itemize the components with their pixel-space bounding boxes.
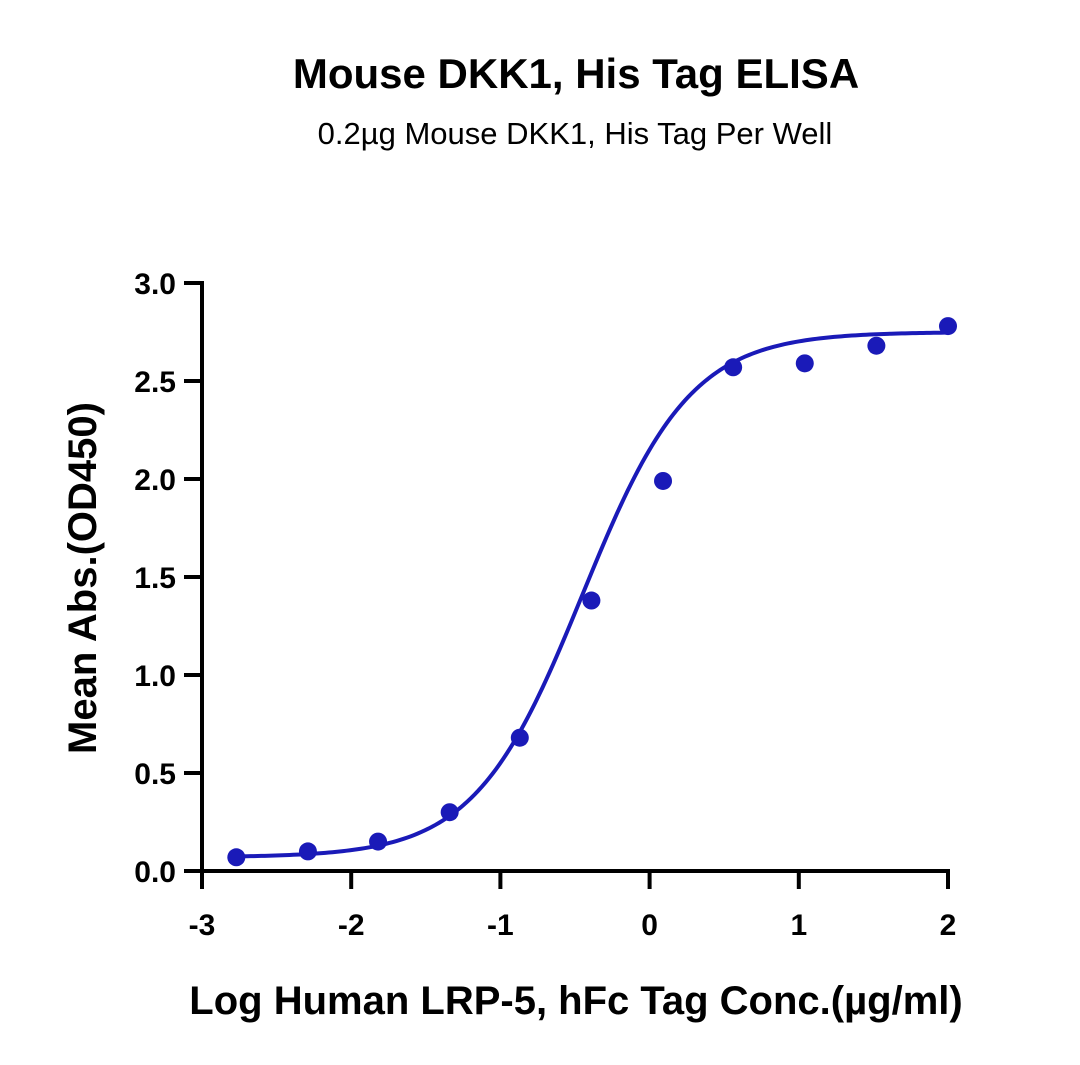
data-point <box>724 358 743 377</box>
x-tick-label: 0 <box>641 909 658 942</box>
data-point <box>227 848 246 867</box>
axes: 0.0 0.5 1.0 1.5 2.0 2.5 3.0 -3 -2 -1 0 1 2 <box>134 268 956 942</box>
x-tick-label: -2 <box>338 909 365 942</box>
chart-title: Mouse DKK1, His Tag ELISA <box>292 50 860 97</box>
x-tick-label: 2 <box>940 909 957 942</box>
y-tick-label: 3.0 <box>134 268 176 301</box>
data-point <box>795 354 814 373</box>
x-axis-title: Log Human LRP-5, hFc Tag Conc.(µg/ml) <box>189 979 962 1023</box>
y-tick-label: 1.5 <box>134 562 176 595</box>
data-point <box>440 803 459 822</box>
data-point <box>867 336 886 355</box>
data-point <box>654 471 673 490</box>
data-points-layer <box>227 317 957 867</box>
chart-subtitle: 0.2µg Mouse DKK1, His Tag Per Well <box>317 116 833 151</box>
y-tick-label: 0.0 <box>134 856 176 889</box>
fit-curve <box>236 330 949 859</box>
x-tick-label: 1 <box>790 909 807 942</box>
data-point <box>510 728 529 747</box>
y-tick-label: 2.0 <box>134 464 176 497</box>
data-point <box>369 832 388 851</box>
fit-curve-layer <box>236 330 949 859</box>
data-point <box>298 842 317 861</box>
y-tick-label: 0.5 <box>134 758 176 791</box>
y-tick-label: 1.0 <box>134 660 176 693</box>
x-tick-label: -1 <box>487 909 514 942</box>
x-tick-label: -3 <box>189 909 216 942</box>
y-tick-label: 2.5 <box>134 366 176 399</box>
data-point <box>582 591 601 610</box>
data-point <box>939 317 957 336</box>
y-axis-title: Mean Abs.(OD450) <box>61 402 105 754</box>
